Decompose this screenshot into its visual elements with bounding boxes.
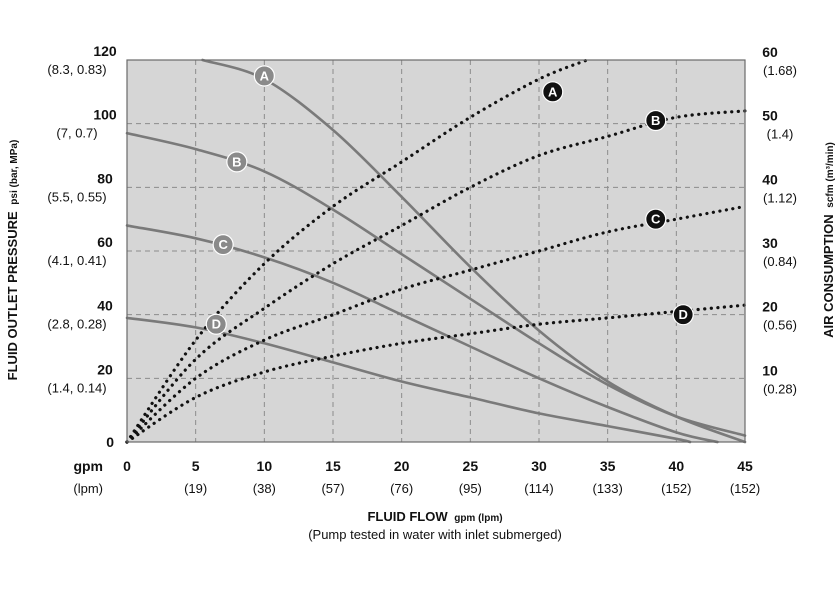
- air-curve-c: [125, 204, 747, 444]
- y-left-tick-label: 60: [97, 234, 113, 250]
- air-badge-c: C: [645, 208, 667, 230]
- pressure-badge-label: A: [260, 68, 270, 83]
- air-badge-label: B: [651, 113, 660, 128]
- pressure-badge-c: C: [212, 234, 234, 256]
- air-badge-circle: [645, 109, 667, 132]
- y-left-sub-tick-label: (5.5, 0.55): [47, 189, 106, 204]
- air-consumption-curves: [125, 58, 747, 444]
- air-badge-label: A: [548, 84, 558, 99]
- x-tick-label: 35: [600, 458, 616, 474]
- y-left-tick-label: 40: [97, 298, 113, 314]
- right-axis-title: AIR CONSUMPTION scfm (m³/min): [821, 142, 836, 338]
- x-sub-tick-label: (19): [184, 481, 207, 496]
- air-badge-circle: [542, 81, 564, 103]
- left-axis-unit: psi (bar, MPa): [9, 140, 20, 205]
- air-badge-circle: [645, 208, 667, 230]
- left-axis-label: FLUID OUTLET PRESSURE: [5, 211, 20, 380]
- pressure-badge-circle: [212, 234, 234, 256]
- air-badge-label: C: [651, 212, 661, 227]
- x-sub-tick-label: (76): [390, 481, 413, 496]
- x-sub-unit-label: (lpm): [73, 481, 103, 496]
- y-left-sub-tick-label: (4.1, 0.41): [47, 253, 106, 268]
- y-right-tick-label: 40: [762, 171, 778, 187]
- x-axis-label: FLUID FLOW: [367, 509, 448, 524]
- left-axis-title: FLUID OUTLET PRESSURE psi (bar, MPa): [5, 140, 20, 381]
- x-tick-label: 25: [463, 458, 479, 474]
- x-sub-tick-label: (38): [253, 481, 276, 496]
- air-badge-a: A: [542, 81, 564, 103]
- y-left-sub-tick-label: (7, 0.7): [56, 126, 97, 141]
- air-curve-d: [125, 303, 747, 444]
- x-tick-label: 30: [531, 458, 547, 474]
- y-right-tick-label: 20: [762, 299, 778, 315]
- y-right-sub-tick-label: (1.68): [763, 63, 797, 78]
- x-tick-label: 5: [192, 458, 200, 474]
- curve-badges: A B C D A B C D: [205, 65, 694, 335]
- grid-lines: [127, 60, 745, 442]
- pressure-badge-circle: [205, 313, 227, 335]
- x-tick-label: 45: [737, 458, 753, 474]
- x-tick-label: 0: [123, 458, 131, 474]
- y-right-sub-tick-label: (0.28): [763, 381, 797, 396]
- y-left-tick-label: 20: [97, 361, 113, 377]
- y-left-sub-tick-label: (2.8, 0.28): [47, 317, 106, 332]
- y-right-tick-label: 10: [762, 362, 778, 378]
- x-unit-label: gpm: [73, 458, 103, 474]
- air-badge-d: D: [672, 304, 694, 326]
- x-sub-tick-label: (95): [459, 481, 482, 496]
- y-right-sub-tick-label: (1.12): [763, 190, 797, 205]
- y-right-tick-label: 30: [762, 235, 778, 251]
- y-right-sub-tick-label: (0.84): [763, 254, 797, 269]
- right-axis-label: AIR CONSUMPTION: [821, 214, 836, 338]
- x-axis-title: FLUID FLOW gpm (lpm): [367, 509, 502, 524]
- x-tick-label: 15: [325, 458, 341, 474]
- x-tick-label: 10: [257, 458, 273, 474]
- pressure-badge-a: A: [253, 65, 275, 87]
- pressure-badge-label: D: [212, 317, 221, 332]
- y-left-tick-label: 80: [97, 170, 113, 186]
- pressure-badge-label: B: [232, 154, 241, 169]
- y-left-tick-label: 0: [106, 434, 114, 450]
- x-sub-tick-label: (114): [524, 481, 553, 496]
- x-sub-tick-label: (57): [321, 481, 344, 496]
- y-left-sub-tick-label: (1.4, 0.14): [47, 380, 106, 395]
- y-right-tick-label: 50: [762, 108, 778, 124]
- y-right-sub-tick-label: (1.4): [767, 127, 794, 142]
- y-left-tick-label: 120: [93, 43, 117, 59]
- x-tick-label: 40: [669, 458, 685, 474]
- pressure-badge-d: D: [205, 313, 227, 335]
- air-badge-b: B: [645, 109, 667, 132]
- x-sub-tick-label: (152): [661, 481, 691, 496]
- x-axis-unit: gpm (lpm): [454, 513, 502, 524]
- air-badge-label: D: [679, 307, 688, 322]
- x-tick-label: 20: [394, 458, 410, 474]
- right-axis-unit: scfm (m³/min): [825, 142, 836, 208]
- pressure-badge-label: C: [218, 237, 228, 252]
- plot-frame: [126, 59, 746, 443]
- air-curve-a: [125, 58, 589, 444]
- x-sub-tick-label: (133): [592, 481, 622, 496]
- air-badge-circle: [672, 304, 694, 326]
- pressure-badge-circle: [226, 151, 248, 173]
- y-right-tick-label: 60: [762, 44, 778, 60]
- test-note: (Pump tested in water with inlet submerg…: [308, 527, 562, 542]
- tick-labels: 0 5 (19) 10 (38) 15 (57) 20 (76) 25 (95) 30 (114) 35 (…: [47, 43, 797, 496]
- pressure-curve-d: [125, 316, 692, 444]
- y-left-tick-label: 100: [93, 107, 117, 123]
- pressure-badge-circle: [253, 65, 275, 87]
- y-left-sub-tick-label: (8.3, 0.83): [47, 62, 106, 77]
- x-sub-tick-label: (152): [730, 481, 760, 496]
- air-curve-b: [125, 109, 747, 444]
- pressure-badge-b: B: [226, 151, 248, 173]
- y-right-sub-tick-label: (0.56): [763, 318, 797, 333]
